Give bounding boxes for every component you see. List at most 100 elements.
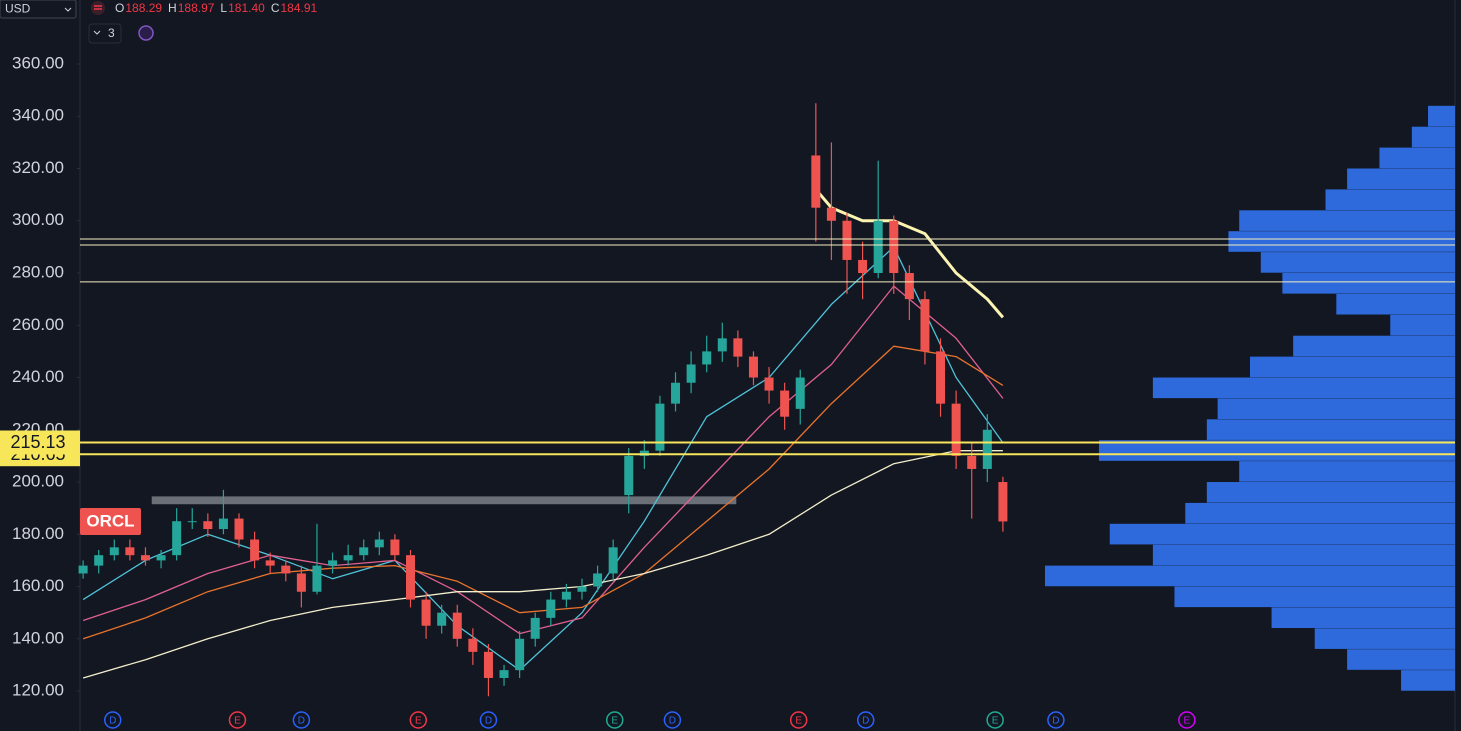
event-label: D bbox=[1052, 716, 1059, 727]
volume-profile-bar bbox=[1325, 189, 1455, 211]
candle-body bbox=[967, 455, 977, 469]
volume-profile-bar bbox=[1293, 335, 1455, 357]
candle bbox=[577, 578, 587, 600]
candle-body bbox=[109, 547, 119, 556]
event-label: E bbox=[415, 716, 422, 727]
candle-body bbox=[858, 259, 868, 274]
indicator-toggle[interactable] bbox=[88, 23, 122, 44]
volume-profile-bar bbox=[1271, 607, 1455, 629]
candle bbox=[717, 322, 727, 362]
candle-body bbox=[374, 539, 384, 548]
ohlc-name: C bbox=[271, 1, 280, 15]
candle-body bbox=[577, 586, 587, 592]
candle-body bbox=[717, 338, 727, 352]
event-marker bbox=[986, 711, 1004, 729]
event-marker bbox=[1047, 711, 1065, 729]
candle bbox=[94, 549, 104, 574]
candle-body bbox=[281, 565, 291, 574]
candle bbox=[889, 215, 899, 294]
y-tick-label: 300.00 bbox=[12, 210, 64, 229]
y-tick-label: 360.00 bbox=[12, 53, 64, 72]
candle-body bbox=[530, 617, 540, 639]
event-label: D bbox=[862, 716, 869, 727]
candle-body bbox=[172, 521, 182, 556]
candle bbox=[780, 382, 790, 430]
currency: USD bbox=[5, 2, 31, 16]
candle bbox=[920, 291, 930, 365]
candle bbox=[265, 552, 275, 574]
ohlc-name: L bbox=[220, 1, 227, 15]
candle bbox=[390, 534, 400, 561]
candle bbox=[904, 265, 914, 321]
candle bbox=[795, 369, 805, 425]
candle bbox=[343, 544, 353, 566]
candle-body bbox=[343, 555, 353, 561]
symbol-icon bbox=[91, 1, 105, 15]
candle-body bbox=[94, 555, 104, 566]
candle-body bbox=[421, 599, 431, 626]
candle-body bbox=[671, 382, 681, 404]
currency-selector[interactable] bbox=[0, 0, 77, 19]
candle-body bbox=[889, 220, 899, 274]
event-marker bbox=[228, 711, 247, 729]
candle bbox=[452, 604, 462, 647]
candle bbox=[702, 335, 712, 373]
candle bbox=[374, 531, 384, 556]
candle bbox=[405, 549, 415, 608]
candle bbox=[936, 338, 946, 417]
candle-body bbox=[468, 638, 478, 652]
candle-body bbox=[982, 429, 992, 469]
volume-profile-bar bbox=[1185, 502, 1455, 524]
candle bbox=[250, 531, 260, 569]
candle-body bbox=[187, 521, 197, 523]
candle-body bbox=[826, 207, 836, 221]
event-label: D bbox=[298, 716, 305, 727]
event-label: E bbox=[992, 716, 999, 727]
candle bbox=[998, 476, 1008, 532]
candle bbox=[359, 539, 369, 561]
candle bbox=[296, 565, 306, 608]
volume-profile-bar bbox=[1347, 168, 1455, 190]
y-tick-label: 240.00 bbox=[12, 367, 64, 386]
symbol-label: ORCL bbox=[86, 511, 134, 530]
candle-body bbox=[608, 547, 618, 574]
volume-profile-bar bbox=[1347, 649, 1455, 670]
candle-body bbox=[655, 403, 665, 451]
volume-profile-bar bbox=[1152, 544, 1455, 566]
event-label: D bbox=[485, 716, 492, 727]
candle-body bbox=[733, 338, 743, 357]
candle bbox=[764, 367, 774, 404]
candle-body bbox=[780, 390, 790, 417]
event-marker bbox=[605, 711, 624, 729]
sync-icon[interactable] bbox=[138, 25, 154, 41]
ma-line bbox=[814, 188, 1005, 319]
event-label: E bbox=[1184, 716, 1191, 727]
candle bbox=[172, 508, 182, 561]
candle bbox=[982, 414, 992, 483]
ohlc-legend: O 188.29 H 188.97 L 181.40 C 184.91 bbox=[115, 1, 318, 15]
candle-body bbox=[686, 364, 696, 383]
symbol-tag bbox=[80, 508, 141, 535]
candle bbox=[733, 330, 743, 368]
candle bbox=[187, 508, 197, 530]
event-marker bbox=[663, 711, 682, 729]
y-tick-label: 180.00 bbox=[12, 524, 64, 543]
volume-profile-bar bbox=[1239, 210, 1455, 231]
ohlc-name: O bbox=[115, 1, 124, 15]
y-tick-label: 160.00 bbox=[12, 576, 64, 595]
candle bbox=[281, 560, 291, 582]
candle-body bbox=[593, 573, 603, 587]
y-tick-label: 200.00 bbox=[12, 472, 64, 491]
ma-line bbox=[82, 285, 1004, 635]
candle bbox=[234, 513, 244, 548]
volume-profile-bar bbox=[1109, 523, 1455, 545]
candle bbox=[468, 628, 478, 665]
candle-body bbox=[265, 560, 275, 566]
indicator-count: 3 bbox=[108, 26, 115, 40]
candle-body bbox=[764, 377, 774, 391]
candle bbox=[546, 591, 556, 626]
candle bbox=[328, 552, 338, 574]
volume-profile-bar bbox=[1411, 126, 1455, 148]
candle bbox=[156, 549, 166, 569]
